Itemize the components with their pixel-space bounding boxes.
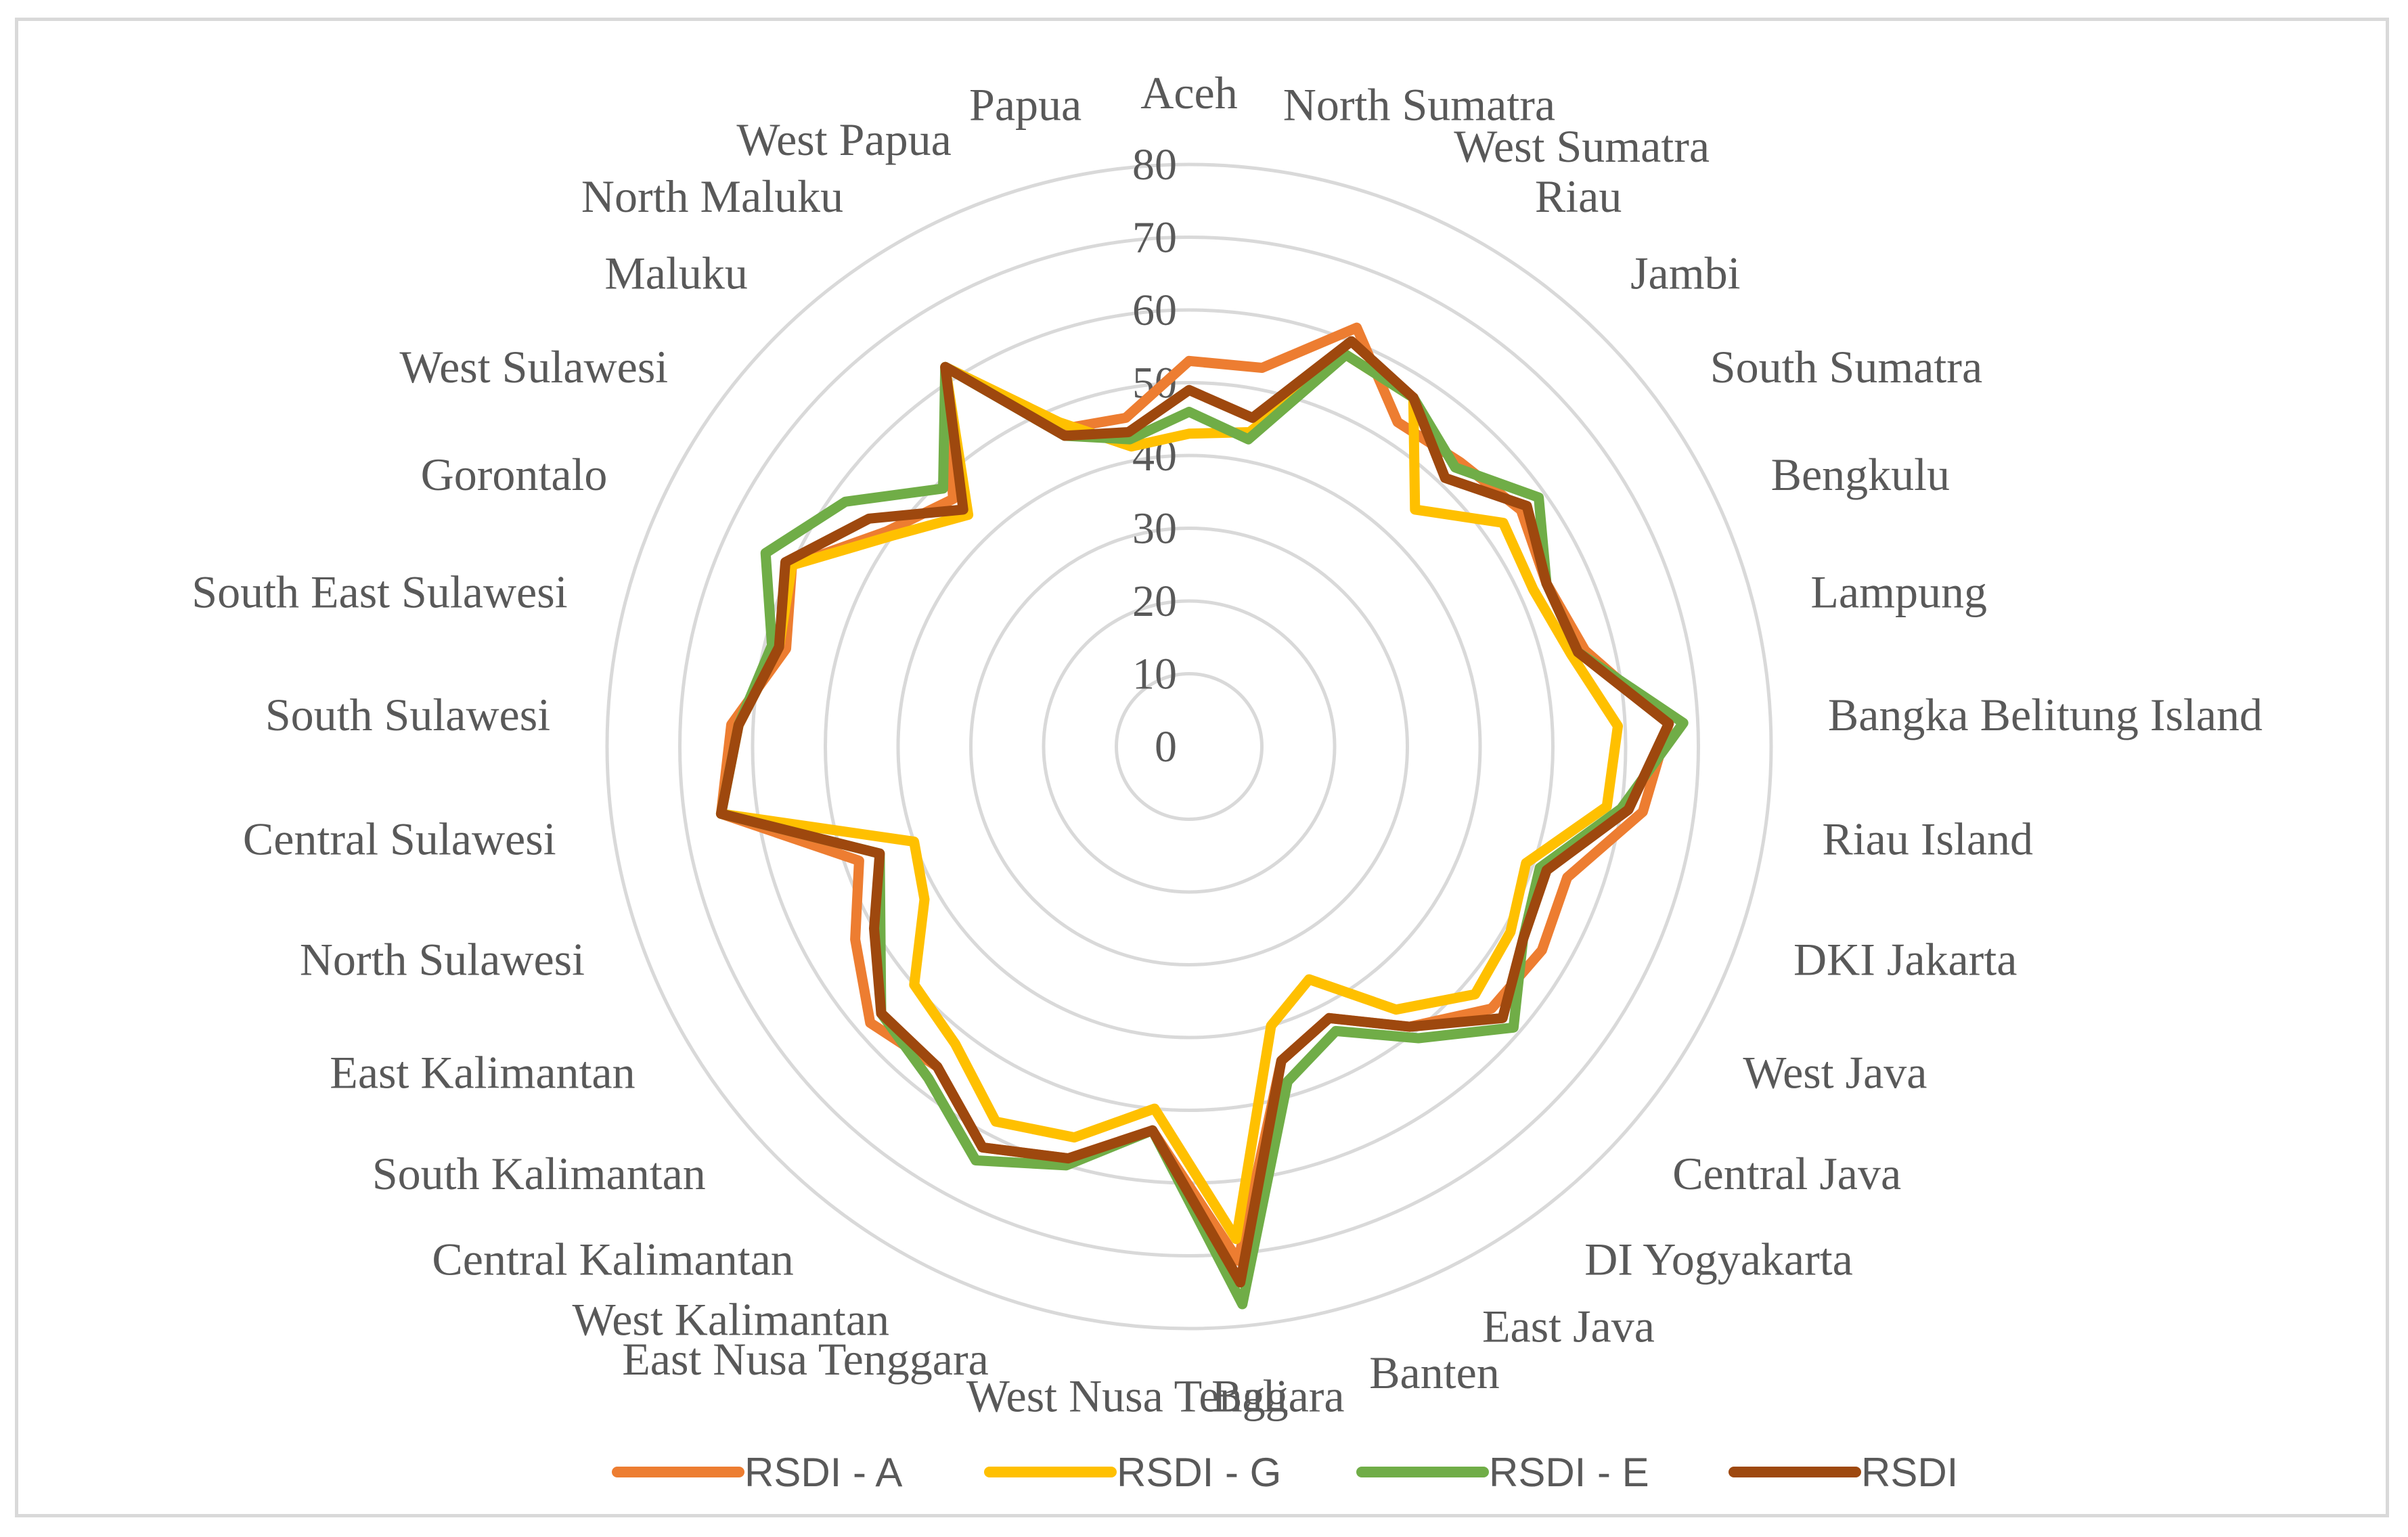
legend-label-rsdi-e: RSDI - E	[1489, 1450, 1649, 1495]
legend-label-rsdi-g: RSDI - G	[1117, 1450, 1281, 1495]
category-label-bengkulu: Bengkulu	[1771, 449, 1950, 500]
tick-label: 30	[1132, 504, 1177, 554]
category-label-lampung: Lampung	[1810, 566, 1987, 618]
series-group	[715, 322, 1689, 1310]
category-label-central-kalimantan: Central Kalimantan	[432, 1234, 793, 1285]
category-label-south-sulawesi: South Sulawesi	[265, 689, 550, 740]
category-label-riau-island: Riau Island	[1822, 813, 2033, 864]
series-line-rsdi-g	[715, 349, 1623, 1245]
legend-label-rsdi: RSDI	[1861, 1450, 1958, 1495]
tick-label: 20	[1132, 577, 1177, 626]
radar-grid	[605, 162, 1773, 1331]
category-label-west-sumatra: West Sumatra	[1454, 120, 1710, 172]
category-label-west-papua: West Papua	[736, 114, 951, 165]
legend-label-rsdi-a: RSDI - A	[744, 1450, 902, 1495]
chart-area	[15, 18, 2389, 1517]
category-label-west-sulawesi: West Sulawesi	[399, 341, 668, 393]
category-label-banten: Banten	[1369, 1347, 1500, 1398]
tick-label: 70	[1132, 213, 1177, 263]
grid-ring	[824, 381, 1555, 1112]
category-label-maluku: Maluku	[604, 248, 748, 299]
grid-ring	[678, 236, 1700, 1257]
category-label-east-nusa-tenggara: East Nusa Tenggara	[622, 1333, 989, 1385]
grid-ring	[751, 308, 1628, 1185]
category-label-gorontalo: Gorontalo	[421, 449, 608, 500]
category-label-east-java: East Java	[1482, 1301, 1655, 1352]
category-label-papua: Papua	[969, 79, 1082, 130]
series-line-rsdi-e	[715, 349, 1689, 1310]
category-label-bali: Bali	[1211, 1371, 1288, 1422]
grid-ring	[896, 453, 1482, 1040]
tick-label: 0	[1155, 722, 1177, 772]
category-label-west-nusa-tenggara: West Nusa Tenggara	[966, 1371, 1345, 1422]
category-label-north-sulawesi: North Sulawesi	[300, 934, 585, 985]
tick-label: 80	[1132, 140, 1177, 190]
category-label-riau: Riau	[1535, 171, 1622, 222]
grid-ring	[969, 527, 1409, 966]
category-label-central-sulawesi: Central Sulawesi	[243, 813, 556, 864]
category-label-bangka-belitung-island: Bangka Belitung Island	[1828, 689, 2262, 740]
category-label-central-java: Central Java	[1672, 1148, 1901, 1199]
legend: RSDI - A RSDI - G RSDI - E RSDI	[612, 1450, 1958, 1495]
category-label-east-kalimantan: East Kalimantan	[330, 1047, 635, 1098]
category-label-north-maluku: North Maluku	[581, 171, 843, 222]
category-label-south-east-sulawesi: South East Sulawesi	[192, 566, 567, 618]
grid-ring	[1115, 672, 1264, 821]
category-label-south-sumatra: South Sumatra	[1710, 341, 1982, 393]
series-line-rsdi	[715, 336, 1674, 1288]
category-label-di-yogyakarta: DI Yogyakarta	[1584, 1234, 1853, 1285]
grid-ring	[605, 162, 1773, 1331]
category-label-jambi: Jambi	[1630, 248, 1740, 299]
category-label-dki-jakarta: DKI Jakarta	[1793, 934, 2017, 985]
category-label-south-kalimantan: South Kalimantan	[372, 1148, 706, 1199]
grid-ring	[1042, 599, 1337, 894]
tick-label: 10	[1132, 650, 1177, 699]
tick-label: 60	[1132, 286, 1177, 335]
category-label-west-java: West Java	[1743, 1047, 1927, 1098]
category-label-aceh: Aceh	[1140, 67, 1237, 118]
category-label-west-kalimantan: West Kalimantan	[573, 1294, 890, 1345]
category-label-north-sumatra: North Sumatra	[1283, 79, 1555, 130]
